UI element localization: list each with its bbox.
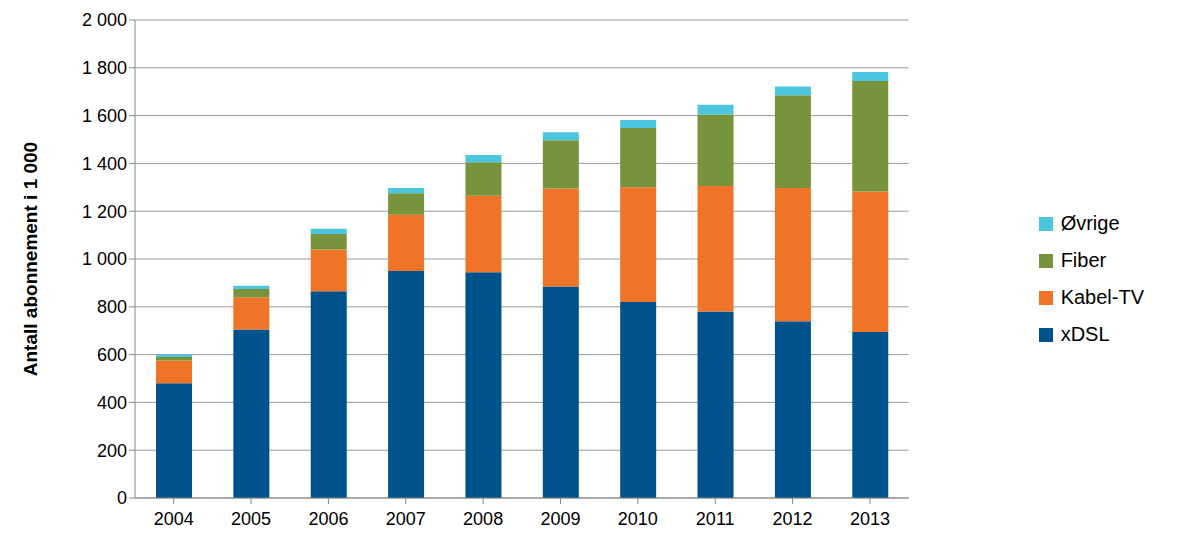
html-text:Øvrige: Øvrige <box>1060 212 1120 234</box>
svg-text:2005: 2005 <box>231 509 271 529</box>
html-text:xDSL: xDSL <box>1060 323 1110 345</box>
html-text:Kabel-TV: Kabel-TV <box>1060 286 1144 308</box>
svg-text:2011: 2011 <box>696 509 735 529</box>
svg-text:0: 0 <box>117 488 127 508</box>
svg-text:2006: 2006 <box>308 509 348 529</box>
svg-text:1 200: 1 200 <box>82 202 127 222</box>
svg-text:2007: 2007 <box>386 509 426 529</box>
svg-text:1 600: 1 600 <box>82 106 127 126</box>
svg-text:2004: 2004 <box>154 509 194 529</box>
svg-text:2013: 2013 <box>850 509 890 529</box>
html-text:Fiber: Fiber <box>1060 249 1107 271</box>
svg-text:200: 200 <box>97 441 127 461</box>
svg-text:1 000: 1 000 <box>82 249 127 269</box>
svg-text:600: 600 <box>97 345 127 365</box>
svg-text:1 800: 1 800 <box>82 58 127 78</box>
svg-text:1 400: 1 400 <box>82 154 127 174</box>
svg-text:2008: 2008 <box>463 509 503 529</box>
svg-text:Antall abonnement i 1 000: Antall abonnement i 1 000 <box>20 142 41 376</box>
svg-text:2010: 2010 <box>618 509 658 529</box>
svg-text:400: 400 <box>97 393 127 413</box>
svg-text:2009: 2009 <box>540 509 580 529</box>
svg-text:800: 800 <box>97 297 127 317</box>
svg-text:2012: 2012 <box>773 509 813 529</box>
svg-text:2 000: 2 000 <box>82 10 127 30</box>
